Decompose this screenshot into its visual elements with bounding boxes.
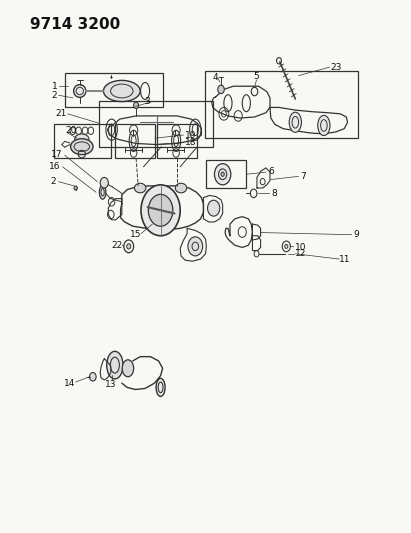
Ellipse shape [134, 183, 146, 193]
Ellipse shape [104, 80, 140, 102]
Bar [157, 124, 197, 158]
Ellipse shape [75, 134, 89, 144]
Text: 3: 3 [145, 96, 150, 106]
Text: 10: 10 [295, 244, 306, 253]
Bar [206, 160, 246, 188]
Text: 22: 22 [111, 241, 122, 250]
Text: 5: 5 [254, 72, 259, 81]
Bar [115, 124, 155, 158]
Text: 1: 1 [52, 82, 57, 91]
Circle shape [74, 186, 77, 190]
Circle shape [90, 373, 96, 381]
Text: 8: 8 [271, 189, 277, 198]
Text: 21: 21 [55, 109, 66, 118]
Ellipse shape [100, 177, 109, 188]
Ellipse shape [318, 115, 330, 135]
Text: 20: 20 [65, 126, 76, 135]
Ellipse shape [71, 139, 93, 155]
Circle shape [134, 102, 139, 109]
Text: 12: 12 [295, 249, 306, 259]
Text: 2: 2 [52, 91, 57, 100]
Circle shape [141, 185, 180, 236]
Ellipse shape [74, 85, 86, 98]
Text: 19: 19 [185, 131, 196, 140]
Text: 2: 2 [51, 177, 56, 186]
Text: 17: 17 [51, 150, 62, 159]
Text: 6: 6 [268, 166, 274, 175]
Circle shape [218, 85, 224, 94]
Text: 23: 23 [330, 63, 342, 71]
Circle shape [127, 244, 131, 249]
Circle shape [221, 172, 224, 176]
Text: 9: 9 [354, 230, 359, 239]
Text: 7: 7 [300, 172, 306, 181]
Ellipse shape [175, 183, 187, 193]
Text: 13: 13 [105, 379, 117, 389]
Text: 16: 16 [49, 163, 60, 171]
Text: 4: 4 [212, 73, 218, 82]
Bar [65, 73, 163, 108]
Bar [205, 71, 358, 138]
Circle shape [208, 200, 220, 216]
Text: 18: 18 [185, 138, 196, 147]
Text: 11: 11 [339, 255, 350, 264]
Text: 15: 15 [129, 230, 141, 239]
Ellipse shape [156, 378, 165, 397]
Bar [55, 124, 111, 158]
Text: 9714 3200: 9714 3200 [30, 17, 120, 31]
Bar [99, 101, 213, 147]
Circle shape [188, 237, 203, 256]
Circle shape [215, 164, 231, 185]
Ellipse shape [107, 351, 123, 379]
Ellipse shape [289, 112, 301, 132]
Circle shape [285, 244, 288, 248]
Text: 14: 14 [64, 378, 76, 387]
Circle shape [148, 195, 173, 226]
Ellipse shape [122, 360, 134, 377]
Ellipse shape [99, 185, 106, 199]
